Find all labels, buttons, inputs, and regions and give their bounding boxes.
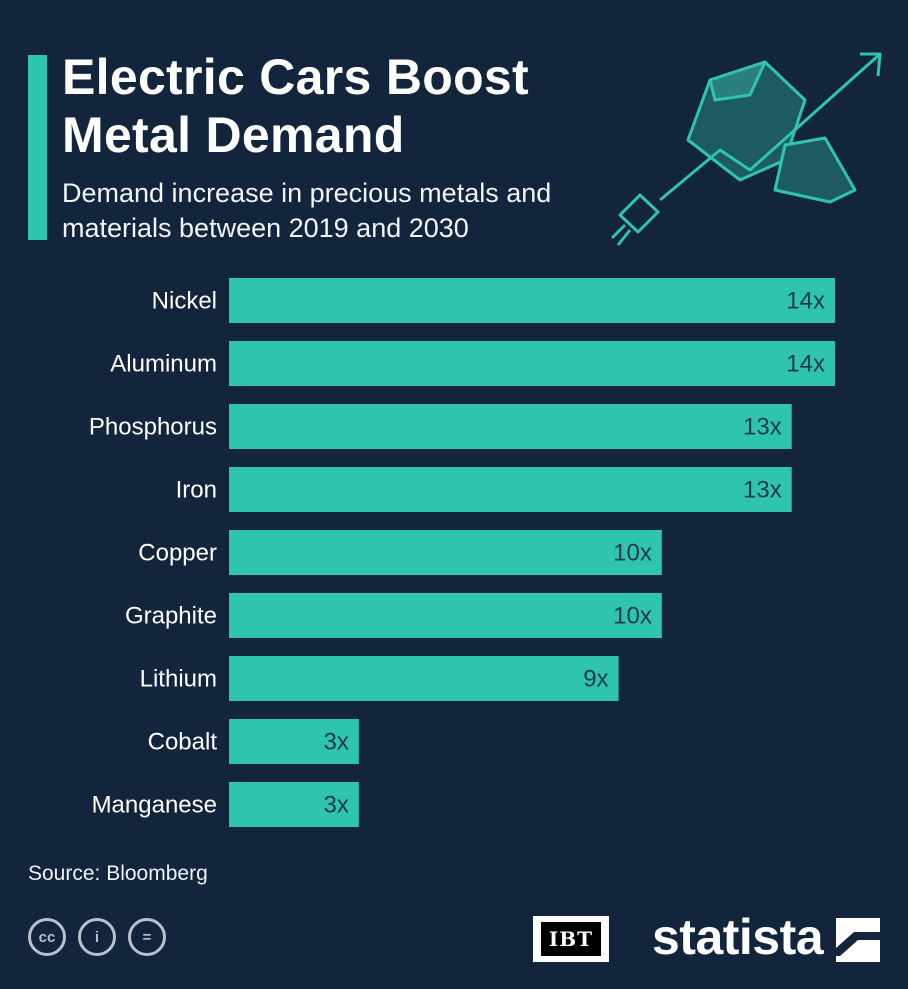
ibt-logo[interactable]: IBT <box>533 916 609 962</box>
category-label: Iron <box>176 477 217 504</box>
value-label: 3x <box>323 729 348 756</box>
bar <box>229 341 835 386</box>
title-accent-bar <box>28 55 47 240</box>
statista-wordmark[interactable]: statista <box>652 909 824 965</box>
bar <box>229 782 359 827</box>
metal-ore-small-icon <box>773 136 857 204</box>
source-note: Source: Bloomberg <box>28 862 208 885</box>
value-label: 10x <box>613 603 652 630</box>
category-label: Aluminum <box>110 351 217 378</box>
chart-title: Electric Cars Boost Metal Demand <box>62 49 529 163</box>
bar <box>229 656 619 701</box>
license-icons: cc i = <box>28 918 166 956</box>
category-label: Manganese <box>92 792 217 819</box>
bar <box>229 467 792 512</box>
bar <box>229 593 662 638</box>
statista-logo-icon <box>836 918 880 962</box>
attribution-icon[interactable]: i <box>78 918 116 956</box>
category-label: Lithium <box>140 666 217 693</box>
chart-subtitle: Demand increase in precious metals and m… <box>62 178 552 243</box>
bar <box>229 278 835 323</box>
bar <box>229 404 792 449</box>
category-label: Nickel <box>152 288 217 315</box>
category-label: Copper <box>138 540 217 567</box>
bar-chart: Nickel 14x Aluminum 14x Phosphorus 13x Iron 13x… <box>89 278 835 827</box>
bar <box>229 530 662 575</box>
value-label: 13x <box>743 414 782 441</box>
category-label: Cobalt <box>148 729 218 756</box>
category-label: Phosphorus <box>89 414 217 441</box>
value-label: 14x <box>786 288 825 315</box>
bar <box>229 719 359 764</box>
cc-icon[interactable]: cc <box>28 918 66 956</box>
value-label: 14x <box>786 351 825 378</box>
growth-arrow-icon <box>659 52 881 202</box>
value-label: 3x <box>323 792 348 819</box>
ev-plug-metal-illustration <box>610 52 882 246</box>
no-derivatives-icon[interactable]: = <box>128 918 166 956</box>
category-label: Graphite <box>125 603 217 630</box>
value-label: 9x <box>583 666 608 693</box>
value-label: 10x <box>613 540 652 567</box>
plug-icon <box>618 193 660 234</box>
value-label: 13x <box>743 477 782 504</box>
ibt-logo-text: IBT <box>540 922 602 956</box>
